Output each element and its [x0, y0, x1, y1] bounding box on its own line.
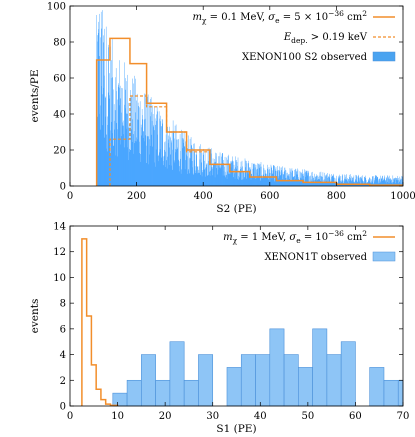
x-tick-label: 40 [254, 411, 267, 422]
observed-bar [312, 328, 328, 407]
observed-bar [298, 367, 313, 407]
plot-frame [69, 5, 404, 187]
y-tick-label: 12 [53, 247, 66, 258]
y-tick-label: 100 [47, 2, 66, 13]
legend-fill-symbol [372, 251, 396, 262]
observed-s1-histogram [112, 328, 404, 407]
y-tick-label: 40 [53, 110, 66, 121]
x-tick-label: 800 [327, 191, 346, 202]
observed-bar [198, 354, 214, 407]
y-tick-label: 80 [53, 38, 66, 49]
observed-bar [383, 379, 399, 407]
legend-entry: XENON100 S2 observed [242, 52, 368, 63]
observed-bar [326, 354, 342, 407]
model-solid-step [95, 37, 403, 186]
y-tick-label: 8 [60, 299, 66, 310]
x-tick-label: 50 [301, 411, 314, 422]
y-tick-label: 0 [60, 182, 66, 193]
x-axis-label: S2 (PE) [216, 203, 256, 215]
y-axis-label: events/PE [29, 70, 41, 123]
y-tick-label: 4 [60, 350, 66, 361]
top-panel: 0 200 400 600 800 1000 0 20 40 60 80 100 S2 (PE) even… [29, 2, 415, 216]
x-tick-label: 60 [349, 411, 362, 422]
x-tick-label: 200 [127, 191, 146, 202]
x-tick-label: 10 [111, 411, 124, 422]
legend-entry: XENON1T observed [264, 252, 367, 263]
y-tick-label: 0 [60, 402, 66, 413]
x-axis-label: S1 (PE) [216, 423, 256, 435]
x-tick-label: 1000 [390, 191, 415, 202]
observed-bar [183, 379, 199, 407]
x-tick-label: 0 [67, 191, 73, 202]
observed-bar [397, 379, 404, 407]
y-tick-label: 6 [60, 324, 66, 335]
observed-bar [112, 392, 128, 407]
model-step [81, 238, 119, 407]
bottom-panel: 0 10 20 30 40 50 60 70 0 2 4 6 8 10 12 14 S1 (PE) events m… [29, 222, 409, 436]
observed-bar [169, 341, 185, 407]
observed-bar [369, 367, 385, 407]
x-tick-label: 0 [67, 411, 73, 422]
observed-bar [126, 379, 142, 407]
observed-bar [255, 354, 271, 407]
y-tick-label: 2 [60, 376, 66, 387]
observed-bar [141, 354, 156, 407]
legend-entry: mχ = 0.1 MeV, σe = 5 × 10−36 cm2 [192, 9, 367, 25]
y-tick-label: 60 [53, 74, 66, 85]
observed-bar [283, 354, 299, 407]
legend-entry: Edep. > 0.19 keV [283, 32, 368, 45]
x-tick-label: 30 [206, 411, 219, 422]
x-tick-label: 20 [159, 411, 172, 422]
observed-bar [240, 354, 256, 407]
observed-bar [340, 341, 356, 407]
plot-frame [69, 225, 404, 407]
x-tick-label: 70 [397, 411, 410, 422]
observed-bar [155, 379, 171, 407]
y-tick-label: 20 [53, 146, 66, 157]
y-tick-label: 14 [53, 222, 66, 233]
x-tick-label: 400 [194, 191, 213, 202]
y-axis-label: events [29, 299, 41, 334]
legend-entry: mχ = 1 MeV, σe = 10−36 cm2 [223, 229, 367, 245]
x-tick-label: 600 [260, 191, 279, 202]
y-tick-label: 10 [53, 273, 66, 284]
observed-bar [269, 328, 285, 407]
observed-bar [226, 367, 242, 407]
legend-fill-symbol [372, 51, 396, 62]
